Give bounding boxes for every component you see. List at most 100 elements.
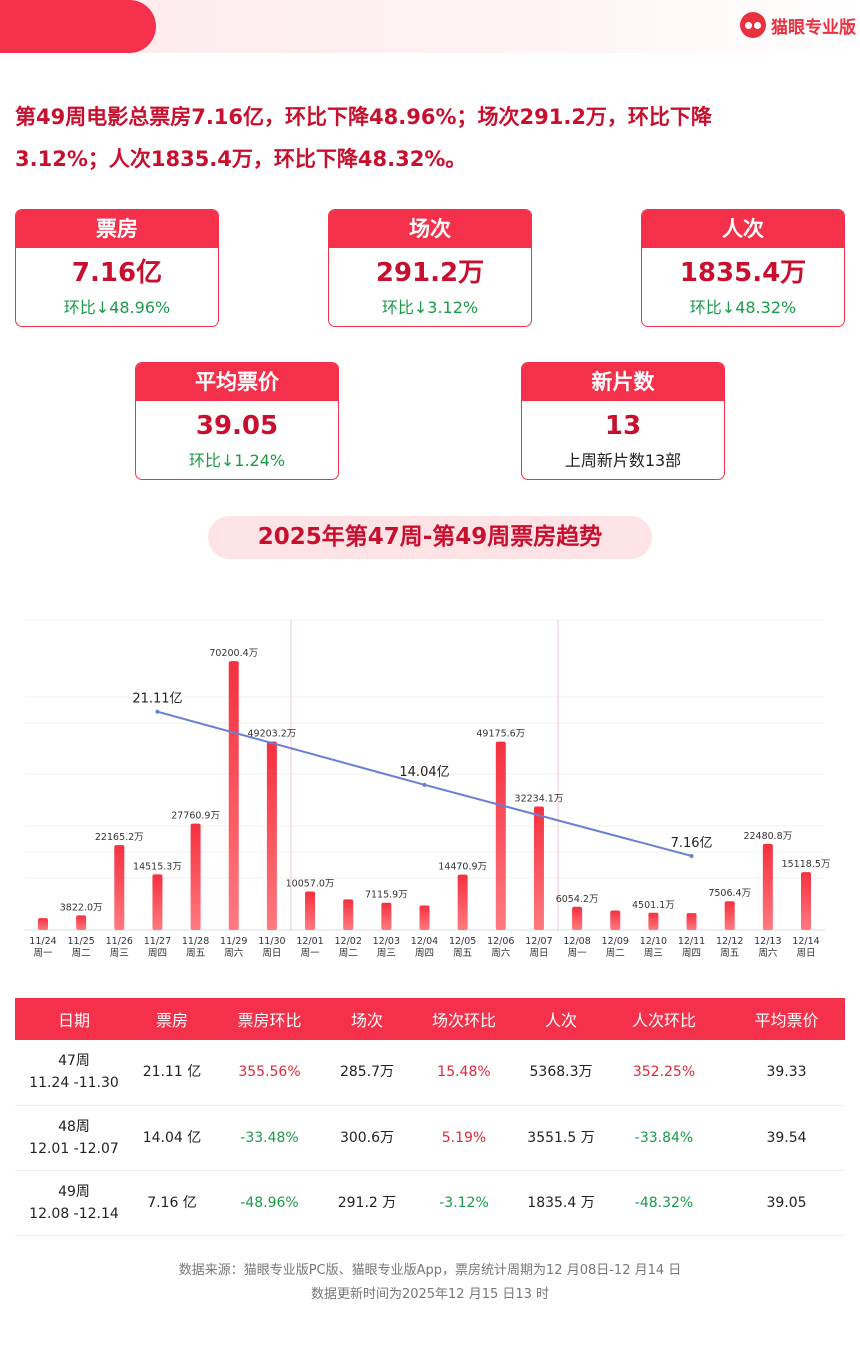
x-tick-date: 12/03 bbox=[373, 936, 400, 947]
table-cell: 7.16 亿 bbox=[133, 1170, 211, 1236]
table-cell: 285.7万 bbox=[328, 1040, 406, 1106]
x-tick-date: 12/07 bbox=[525, 936, 552, 947]
x-tick-weekday: 周五 bbox=[720, 948, 739, 959]
x-tick-weekday: 周一 bbox=[568, 948, 588, 959]
bar bbox=[152, 874, 163, 930]
x-tick-date: 12/10 bbox=[640, 936, 667, 947]
card-title: 人次 bbox=[642, 210, 844, 248]
table-cell: 5.19% bbox=[406, 1105, 522, 1171]
card-title: 平均票价 bbox=[136, 363, 338, 401]
x-tick-weekday: 周四 bbox=[415, 948, 434, 959]
column-header: 场次环比 bbox=[406, 998, 522, 1040]
column-header: 场次 bbox=[328, 998, 406, 1040]
box-office-trend-chart: 11/24周一3822.0万11/25周二22165.2万11/26周三1451… bbox=[25, 619, 831, 959]
bar bbox=[648, 912, 659, 930]
table-cell: -48.32% bbox=[600, 1170, 728, 1236]
table-cell: 5368.3万 bbox=[522, 1040, 600, 1106]
bar bbox=[305, 891, 316, 930]
table-cell: -33.84% bbox=[600, 1105, 728, 1171]
bar-label: 49175.6万 bbox=[476, 729, 525, 740]
column-header: 日期 bbox=[15, 998, 133, 1040]
table-cell: 3551.5 万 bbox=[522, 1105, 600, 1171]
x-tick-weekday: 周二 bbox=[339, 948, 358, 959]
table-cell: 49周 12.08 -12.14 bbox=[15, 1170, 133, 1236]
bar bbox=[762, 843, 773, 930]
bar bbox=[572, 906, 583, 930]
x-tick-date: 11/26 bbox=[106, 936, 133, 947]
bar bbox=[343, 899, 354, 930]
column-header: 票房环比 bbox=[211, 998, 328, 1040]
card-value: 1835.4万 bbox=[679, 258, 807, 288]
x-tick-weekday: 周四 bbox=[682, 948, 701, 959]
table-row: 47周 11.24 -11.30 21.11 亿 355.56% 285.7万 15.4… bbox=[15, 1040, 845, 1106]
x-tick-weekday: 周三 bbox=[110, 948, 129, 959]
table-row: 48周 12.01 -12.07 14.04 亿 -33.48% 300.6万 5.19… bbox=[15, 1105, 845, 1171]
trend-point bbox=[155, 709, 160, 714]
card-title: 场次 bbox=[329, 210, 531, 248]
x-tick-date: 12/05 bbox=[449, 936, 476, 947]
card-change: 环比↓1.24% bbox=[188, 451, 286, 470]
table-cell: -48.96% bbox=[211, 1170, 328, 1236]
bar-label: 32234.1万 bbox=[515, 794, 564, 805]
headline: 第49周电影总票房7.16亿，环比下降48.96%；场次291.2万，环比下降3… bbox=[15, 105, 712, 171]
card-shows: 场次 291.2万 环比↓3.12% bbox=[328, 209, 532, 327]
bar-label: 22165.2万 bbox=[95, 832, 144, 843]
bar-label: 15118.5万 bbox=[782, 859, 831, 870]
table-cell: 14.04 亿 bbox=[133, 1105, 211, 1171]
x-tick-weekday: 周六 bbox=[491, 947, 511, 959]
x-tick-date: 12/11 bbox=[678, 936, 705, 947]
x-tick-weekday: 周日 bbox=[796, 948, 815, 959]
x-tick-weekday: 周日 bbox=[529, 948, 548, 959]
x-tick-weekday: 周六 bbox=[224, 947, 244, 959]
column-header: 票房 bbox=[133, 998, 211, 1040]
x-tick-weekday: 周二 bbox=[606, 948, 625, 959]
table-cell: 355.56% bbox=[211, 1040, 328, 1106]
x-tick-date: 12/08 bbox=[563, 936, 590, 947]
column-header: 平均票价 bbox=[728, 998, 845, 1040]
x-tick-weekday: 周五 bbox=[186, 948, 205, 959]
card-box-office: 票房 7.16亿 环比↓48.96% bbox=[15, 209, 219, 327]
x-tick-date: 11/27 bbox=[144, 936, 171, 947]
column-header: 人次 bbox=[522, 998, 600, 1040]
x-tick-date: 12/01 bbox=[296, 936, 323, 947]
x-tick-date: 12/12 bbox=[716, 936, 743, 947]
table-cell: 1835.4 万 bbox=[522, 1170, 600, 1236]
bar bbox=[724, 901, 735, 930]
bar bbox=[190, 823, 201, 930]
card-title: 票房 bbox=[16, 210, 218, 248]
x-tick-date: 11/24 bbox=[29, 936, 56, 947]
x-tick-weekday: 周三 bbox=[377, 948, 396, 959]
bar bbox=[495, 741, 506, 930]
trend-label: 21.11亿 bbox=[132, 692, 182, 707]
table-cell: 39.33 bbox=[728, 1040, 845, 1106]
bar bbox=[114, 845, 125, 930]
card-admissions: 人次 1835.4万 环比↓48.32% bbox=[641, 209, 845, 327]
card-avg-price: 平均票价 39.05 环比↓1.24% bbox=[135, 362, 339, 480]
bar bbox=[419, 905, 430, 930]
x-tick-weekday: 周一 bbox=[33, 948, 53, 959]
bar-label: 27760.9万 bbox=[171, 811, 220, 822]
card-change: 环比↓48.96% bbox=[63, 298, 171, 317]
bar bbox=[266, 741, 277, 930]
x-tick-weekday: 周日 bbox=[262, 948, 281, 959]
header-pill bbox=[0, 0, 156, 53]
card-value: 13 bbox=[604, 411, 642, 441]
bar-label: 3822.0万 bbox=[60, 902, 103, 913]
bar bbox=[457, 874, 468, 930]
x-tick-weekday: 周二 bbox=[72, 948, 91, 959]
x-tick-weekday: 周四 bbox=[148, 948, 167, 959]
bar bbox=[381, 902, 392, 930]
table-cell: 291.2 万 bbox=[328, 1170, 406, 1236]
card-value: 7.16亿 bbox=[71, 258, 163, 288]
card-value: 39.05 bbox=[195, 411, 279, 441]
x-tick-weekday: 周一 bbox=[301, 948, 321, 959]
table-header: 日期 票房 票房环比 场次 场次环比 人次 人次环比 平均票价 bbox=[15, 998, 845, 1040]
table-cell: 47周 11.24 -11.30 bbox=[15, 1040, 133, 1106]
bar-label: 49203.2万 bbox=[248, 729, 297, 740]
card-title: 新片数 bbox=[522, 363, 724, 401]
bar-label: 7115.9万 bbox=[365, 890, 408, 901]
x-tick-date: 11/30 bbox=[258, 936, 285, 947]
x-tick-date: 12/13 bbox=[754, 936, 781, 947]
x-tick-date: 12/14 bbox=[792, 936, 819, 947]
table-cell: 39.54 bbox=[728, 1105, 845, 1171]
